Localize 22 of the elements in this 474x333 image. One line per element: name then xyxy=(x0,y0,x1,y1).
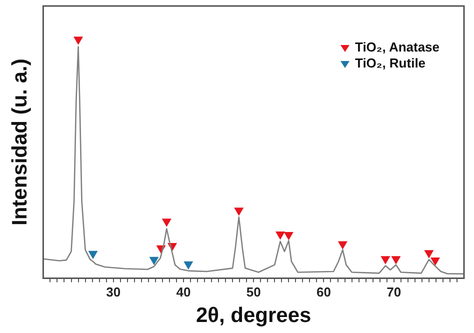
x-tick-label: 50 xyxy=(246,284,261,300)
point xyxy=(430,258,440,266)
point xyxy=(391,256,401,264)
point xyxy=(380,256,390,264)
point xyxy=(88,250,98,260)
x-tick-label: 30 xyxy=(106,284,121,300)
point xyxy=(184,261,194,270)
x-tick-label: 40 xyxy=(176,284,191,300)
legend-label: TiO₂, Anatase xyxy=(354,40,440,55)
point xyxy=(275,232,286,240)
x-axis-title: 2θ, degrees xyxy=(196,304,312,328)
point xyxy=(424,250,434,258)
point xyxy=(149,256,159,266)
point xyxy=(74,36,84,45)
point xyxy=(234,208,244,216)
x-tick-label: 60 xyxy=(316,284,331,300)
x-tick-label: 70 xyxy=(386,284,402,300)
point xyxy=(338,241,348,250)
point xyxy=(284,232,294,240)
y-axis-title: Intensidad (u. a.) xyxy=(8,58,32,226)
point xyxy=(162,218,172,227)
legend-label: TiO₂, Rutile xyxy=(354,56,426,71)
